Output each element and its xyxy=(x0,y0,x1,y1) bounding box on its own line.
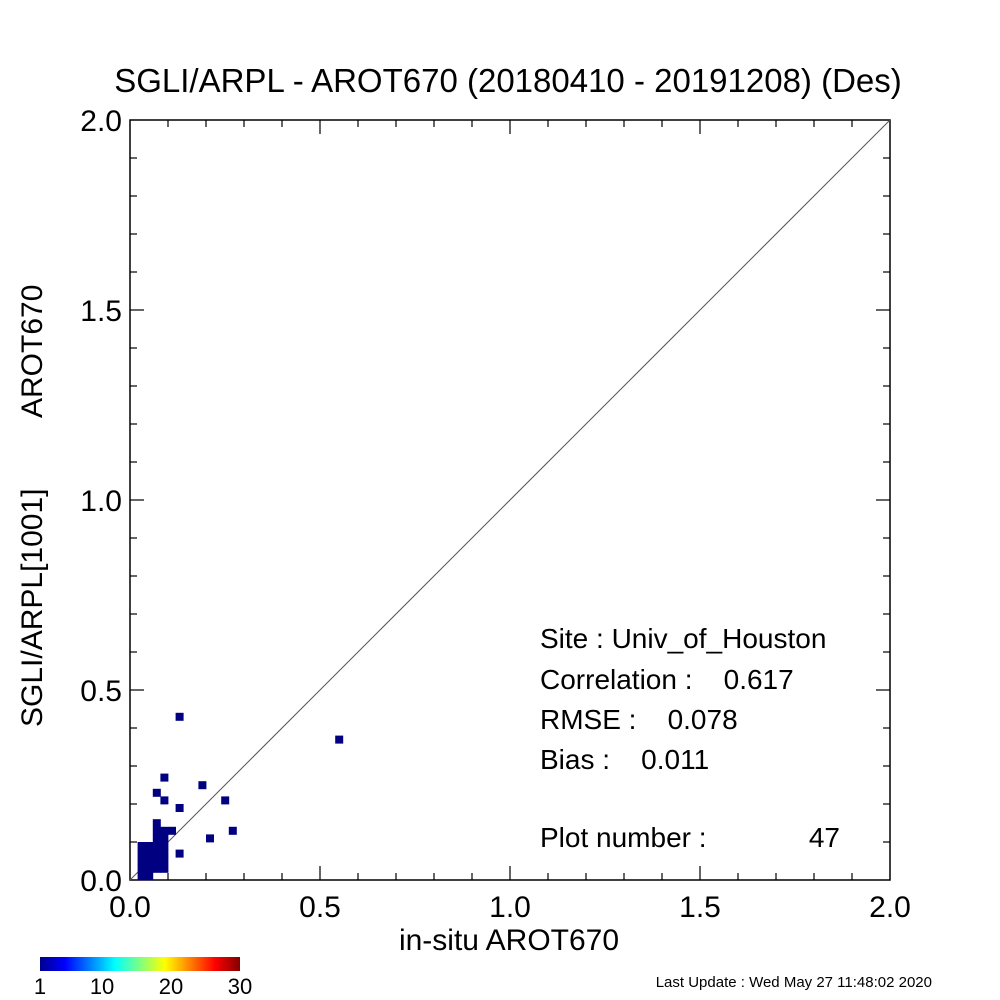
density-cell xyxy=(152,857,161,866)
density-cell xyxy=(145,857,154,866)
density-cell xyxy=(152,788,161,797)
density-cell xyxy=(145,842,154,850)
stat-bias: Bias : 0.011 xyxy=(540,744,709,775)
colorbar-tick-labels: 1 10 20 30 xyxy=(34,974,252,999)
density-cell xyxy=(145,849,154,858)
x-tick-labels: 0.0 0.5 1.0 1.5 2.0 xyxy=(109,891,911,924)
stat-correlation: Correlation : 0.617 xyxy=(540,664,794,695)
colorbar-tick-label: 20 xyxy=(159,974,183,999)
density-cell xyxy=(160,773,169,782)
density-cell xyxy=(160,864,169,873)
y-tick-label: 1.0 xyxy=(80,485,122,518)
density-cell xyxy=(145,872,154,881)
density-cell xyxy=(137,857,146,866)
density-cell xyxy=(137,872,146,881)
last-update-footer: Last Update : Wed May 27 11:48:02 2020 xyxy=(656,974,932,991)
stats-block: Site : Univ_of_Houston Correlation : 0.6… xyxy=(540,623,840,853)
density-cell xyxy=(152,842,161,850)
density-cell xyxy=(145,864,154,873)
one-to-one-line xyxy=(129,119,891,881)
axis-ticks xyxy=(130,120,890,880)
density-cell xyxy=(152,864,161,873)
colorbar-tick-label: 30 xyxy=(228,974,252,999)
density-cell xyxy=(152,849,161,858)
density-cell xyxy=(198,781,207,790)
density-cell xyxy=(175,849,184,858)
density-cell xyxy=(137,864,146,873)
density-cell xyxy=(228,826,237,835)
y-tick-label: 0.5 xyxy=(80,675,122,708)
x-tick-label: 0.5 xyxy=(299,891,341,924)
y-tick-label: 2.0 xyxy=(80,105,122,138)
density-cell xyxy=(221,796,230,805)
density-cell xyxy=(160,857,169,866)
x-tick-label: 2.0 xyxy=(869,891,911,924)
stat-plot-number-value: 47 xyxy=(809,822,840,853)
x-tick-label: 1.5 xyxy=(679,891,721,924)
y-tick-labels: 0.0 0.5 1.0 1.5 2.0 xyxy=(80,105,122,898)
y-tick-label: 1.5 xyxy=(80,295,122,328)
density-cell xyxy=(160,826,169,835)
stat-site: Site : Univ_of_Houston xyxy=(540,623,826,654)
density-cell xyxy=(152,826,161,835)
y-axis-label-right: AROT670 xyxy=(16,285,49,418)
colorbar xyxy=(40,957,240,971)
density-cell xyxy=(137,849,146,858)
y-tick-label: 0.0 xyxy=(80,865,122,898)
density-cells xyxy=(137,712,344,881)
density-cell xyxy=(175,712,184,721)
density-cell xyxy=(152,834,161,843)
x-axis-label: in-situ AROT670 xyxy=(399,924,619,957)
density-cell xyxy=(160,849,169,858)
chart-title: SGLI/ARPL - AROT670 (20180410 - 20191208… xyxy=(114,62,902,99)
density-cell xyxy=(160,842,169,850)
density-cell xyxy=(152,819,161,828)
density-cell xyxy=(160,796,169,805)
colorbar-tick-label: 1 xyxy=(34,974,46,999)
density-cell xyxy=(335,735,344,744)
density-cell xyxy=(206,834,214,843)
density-cell xyxy=(137,842,146,850)
y-axis-label-left: SGLI/ARPL[1001] xyxy=(16,489,49,727)
density-cell xyxy=(168,826,176,835)
x-tick-label: 1.0 xyxy=(489,891,531,924)
x-tick-label: 0.0 xyxy=(109,891,151,924)
stat-rmse: RMSE : 0.078 xyxy=(540,704,738,735)
stat-plot-number-label: Plot number : xyxy=(540,822,707,853)
density-cell xyxy=(160,834,169,843)
colorbar-tick-label: 10 xyxy=(90,974,114,999)
density-cell xyxy=(175,804,184,812)
